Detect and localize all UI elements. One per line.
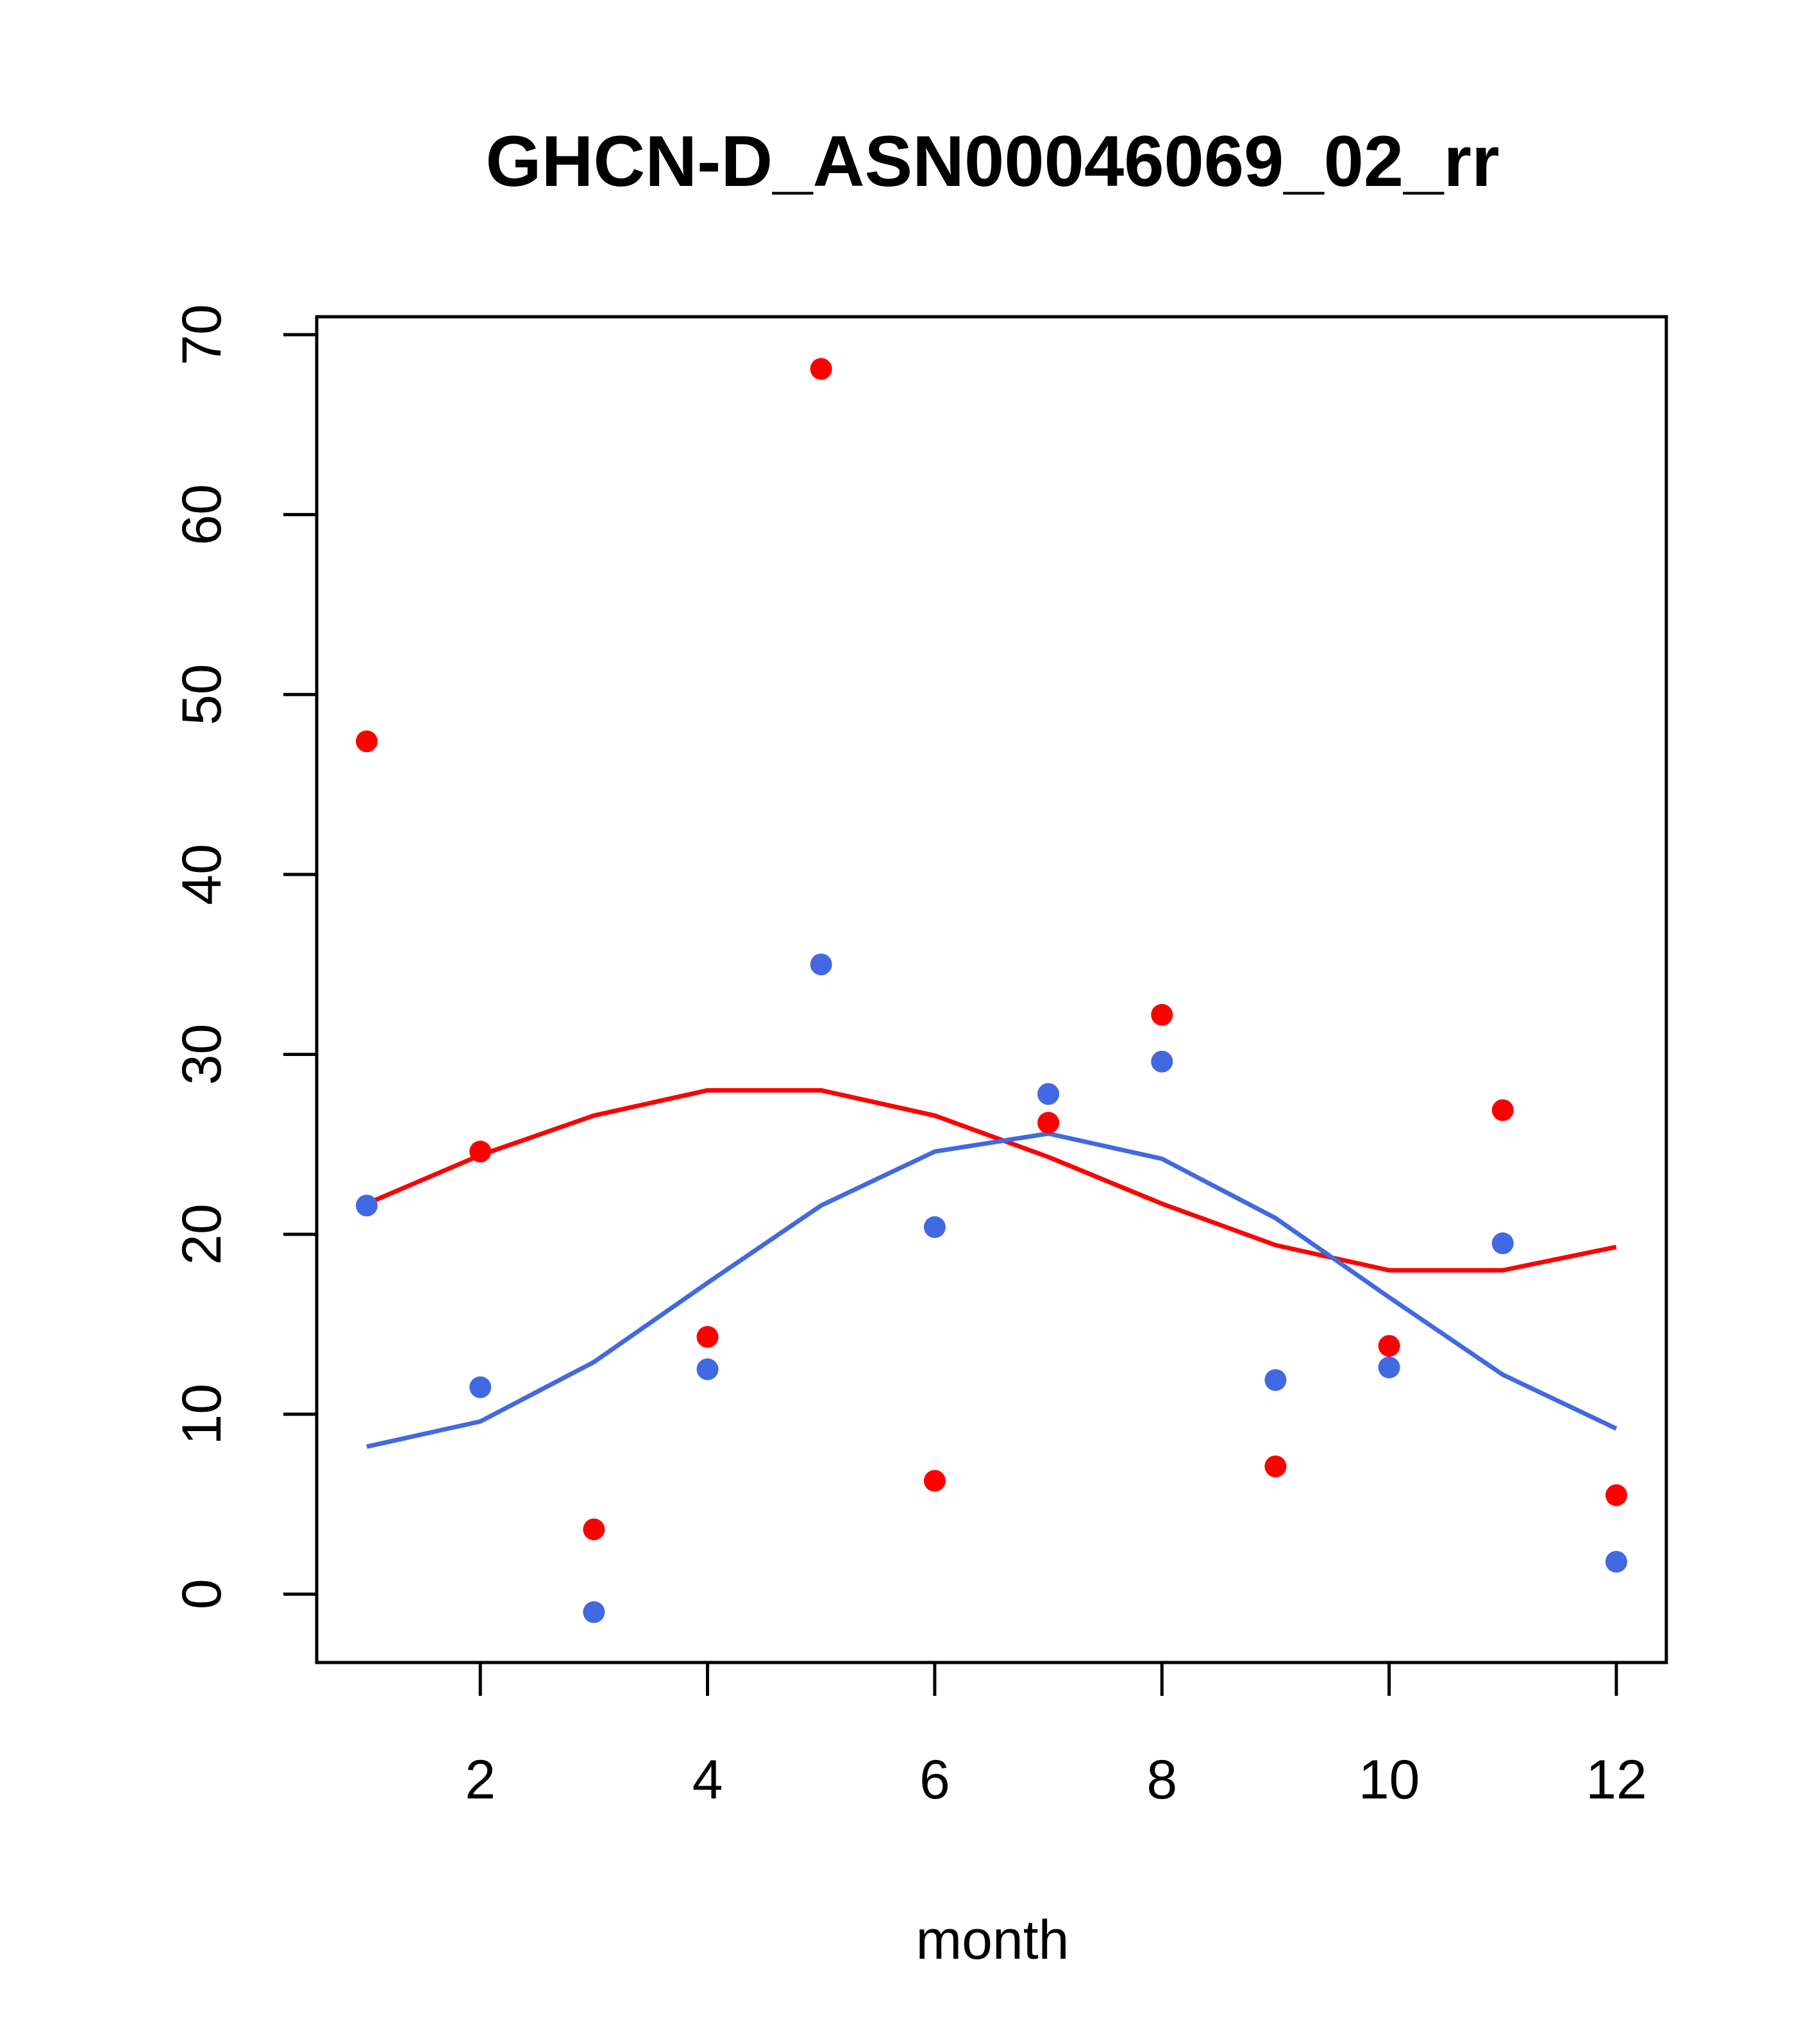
lines-layer — [365, 1088, 1618, 1449]
data-point — [923, 1470, 946, 1492]
x-tick-label: 4 — [692, 1749, 723, 1811]
y-tick-label: 0 — [171, 1579, 233, 1609]
x-tick-label: 12 — [1586, 1749, 1647, 1811]
y-tick-label: 70 — [171, 304, 233, 365]
series-line — [365, 1088, 1617, 1273]
data-point — [1491, 1099, 1514, 1121]
y-tick-label: 10 — [171, 1384, 233, 1445]
data-point — [810, 358, 832, 380]
data-point — [923, 1216, 946, 1238]
data-point — [1605, 1484, 1628, 1507]
data-point — [696, 1326, 719, 1348]
y-tick-label: 20 — [171, 1203, 233, 1265]
data-point — [1037, 1083, 1060, 1105]
chart-title: GHCN-D_ASN00046069_02_rr — [485, 121, 1499, 201]
data-point — [583, 1601, 605, 1623]
x-tick-label: 6 — [919, 1749, 950, 1811]
data-point — [355, 730, 378, 753]
data-point — [1151, 1050, 1173, 1073]
data-point — [1037, 1112, 1060, 1134]
data-point — [469, 1376, 492, 1398]
data-point — [1605, 1550, 1628, 1573]
y-tick-label: 60 — [171, 484, 233, 546]
data-point — [1378, 1356, 1400, 1378]
x-tick-label: 8 — [1146, 1749, 1177, 1811]
data-point — [355, 1194, 378, 1217]
data-point — [469, 1141, 492, 1163]
data-point — [696, 1358, 719, 1380]
points-layer — [355, 358, 1628, 1623]
data-point — [1491, 1232, 1514, 1255]
y-tick-label: 40 — [171, 844, 233, 905]
x-axis-label: month — [916, 1909, 1069, 1971]
y-axis: 0 10 20 30 40 50 60 70 — [171, 304, 317, 1609]
x-tick-label: 10 — [1359, 1749, 1420, 1811]
data-point — [1151, 1003, 1173, 1026]
x-axis: 2 4 6 8 10 12 — [465, 1663, 1647, 1811]
data-point — [1378, 1335, 1400, 1357]
data-point — [583, 1518, 605, 1541]
plot-frame — [315, 315, 1668, 1664]
y-tick-label: 30 — [171, 1024, 233, 1085]
data-point — [1264, 1455, 1287, 1478]
data-point — [810, 953, 832, 976]
x-tick-label: 2 — [465, 1749, 496, 1811]
data-point — [1264, 1369, 1287, 1391]
series-line — [366, 1131, 1618, 1449]
y-tick-label: 50 — [171, 664, 233, 725]
